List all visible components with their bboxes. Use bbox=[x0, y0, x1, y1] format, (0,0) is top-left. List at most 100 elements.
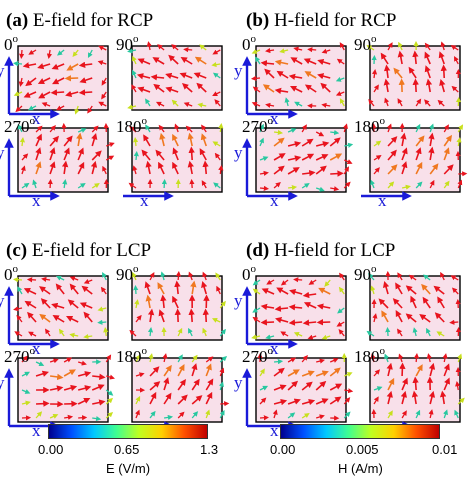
field-arrow bbox=[127, 48, 137, 54]
field-arrow bbox=[100, 286, 107, 295]
field-arrow bbox=[205, 363, 212, 377]
y-axis-label: y bbox=[0, 291, 5, 310]
field-arrow bbox=[366, 45, 375, 51]
vector-field-plot bbox=[366, 270, 462, 341]
field-arrow bbox=[373, 396, 379, 405]
field-arrow bbox=[370, 285, 376, 295]
patch-outline bbox=[17, 357, 109, 423]
field-arrow bbox=[301, 381, 313, 391]
field-arrow bbox=[336, 321, 345, 327]
vector-field-plot bbox=[4, 271, 109, 349]
field-arrow bbox=[212, 72, 221, 79]
field-arrow bbox=[215, 272, 221, 281]
field-arrow bbox=[41, 276, 51, 283]
field-arrow bbox=[24, 300, 37, 309]
field-arrow bbox=[386, 362, 393, 377]
field-arrow bbox=[259, 385, 269, 391]
field-arrow bbox=[344, 372, 353, 377]
field-arrow bbox=[304, 71, 317, 79]
field-arrow bbox=[336, 58, 345, 65]
panel-c: (c) E-field for LCP0oyx90o270oyx180ox bbox=[0, 230, 236, 458]
field-arrow bbox=[21, 400, 31, 406]
field-arrow bbox=[19, 49, 25, 60]
angle-value: 0 bbox=[4, 35, 13, 54]
field-arrow bbox=[13, 306, 23, 312]
field-arrow bbox=[457, 353, 463, 363]
field-arrow bbox=[35, 125, 43, 133]
field-arrow bbox=[179, 72, 193, 79]
field-arrow bbox=[105, 397, 113, 405]
vector-field-plot bbox=[129, 270, 226, 341]
field-arrow bbox=[27, 105, 37, 111]
field-arrow bbox=[214, 152, 221, 161]
field-arrow bbox=[415, 409, 421, 419]
vector-field-plot bbox=[242, 123, 354, 201]
field-arrow bbox=[64, 414, 74, 420]
patch-outline bbox=[369, 127, 461, 193]
field-arrow bbox=[149, 381, 161, 391]
field-arrow bbox=[92, 399, 106, 406]
field-arrow bbox=[201, 124, 207, 133]
field-arrow bbox=[78, 89, 93, 96]
field-arrow bbox=[330, 186, 340, 192]
angle-value: 90 bbox=[116, 265, 133, 284]
field-arrow bbox=[330, 129, 340, 136]
field-arrow bbox=[213, 182, 221, 189]
field-arrow bbox=[415, 364, 423, 377]
field-arrow bbox=[373, 84, 379, 93]
field-arrow bbox=[307, 334, 317, 340]
field-arrow bbox=[302, 319, 317, 326]
field-arrow bbox=[436, 331, 445, 337]
panel-title: (b) H-field for RCP bbox=[246, 10, 396, 32]
field-arrow bbox=[101, 77, 107, 86]
field-arrow bbox=[155, 101, 165, 107]
field-arrow bbox=[293, 332, 303, 337]
field-arrow bbox=[320, 82, 331, 93]
field-arrow bbox=[443, 124, 449, 133]
field-arrow bbox=[457, 124, 464, 133]
field-arrow bbox=[78, 360, 87, 366]
angle-value: 90 bbox=[354, 35, 371, 54]
field-arrow bbox=[400, 390, 408, 405]
field-arrow bbox=[329, 137, 341, 147]
field-arrow bbox=[35, 147, 42, 161]
field-arrow bbox=[191, 363, 198, 377]
colorbar-H: 0.00 0.005 0.01 H (A/m) bbox=[270, 424, 457, 480]
field-arrow bbox=[23, 91, 37, 98]
field-arrow bbox=[290, 57, 303, 65]
field-arrow bbox=[218, 381, 224, 391]
field-arrow bbox=[38, 91, 51, 99]
field-arrow bbox=[284, 97, 290, 107]
field-arrow bbox=[83, 333, 93, 340]
field-arrow bbox=[202, 308, 210, 323]
angle-label: 180o bbox=[116, 346, 147, 366]
field-arrow bbox=[425, 78, 433, 93]
field-arrow bbox=[105, 354, 112, 363]
degree-mark: o bbox=[133, 263, 139, 275]
field-arrow bbox=[83, 279, 93, 284]
field-arrow bbox=[205, 356, 214, 363]
field-arrow bbox=[279, 48, 289, 54]
degree-mark: o bbox=[29, 345, 36, 357]
field-arrow bbox=[387, 410, 393, 419]
field-arrow bbox=[194, 56, 207, 65]
field-arrow bbox=[202, 327, 208, 337]
field-arrow bbox=[66, 63, 79, 71]
field-arrow bbox=[397, 272, 403, 281]
field-arrow bbox=[65, 90, 79, 97]
field-arrow bbox=[415, 123, 421, 133]
field-arrow bbox=[339, 42, 345, 51]
field-arrow bbox=[272, 409, 278, 419]
field-arrow bbox=[216, 285, 221, 295]
field-arrow bbox=[79, 77, 93, 84]
field-arrow bbox=[380, 52, 389, 65]
field-arrow bbox=[168, 54, 179, 65]
field-arrow bbox=[63, 147, 70, 161]
field-arrow bbox=[255, 56, 261, 65]
field-arrow bbox=[424, 42, 431, 51]
field-arrow bbox=[76, 132, 83, 147]
field-arrow bbox=[90, 160, 98, 175]
field-arrow bbox=[25, 77, 37, 87]
field-arrow bbox=[371, 69, 378, 79]
field-arrow bbox=[287, 141, 302, 148]
